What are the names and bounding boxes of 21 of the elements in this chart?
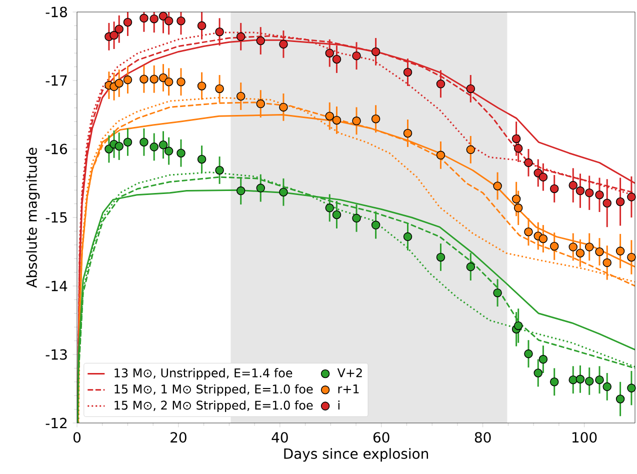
y-tick-label: -14 bbox=[46, 280, 68, 292]
x-tick-label: 100 bbox=[572, 432, 597, 443]
x-axis-title: Days since explosion bbox=[284, 448, 428, 462]
x-tick-label: 80 bbox=[474, 432, 491, 443]
y-axis-title: Absolute magnitude bbox=[26, 148, 40, 288]
x-tick-label: 40 bbox=[272, 432, 288, 443]
x-tick-label: 60 bbox=[373, 432, 390, 443]
y-tick-label: -17 bbox=[46, 75, 67, 86]
legend-label: 13 M⊙, Unstripped, E=1.4 foe bbox=[114, 368, 292, 380]
y-tick-label: -18 bbox=[46, 6, 67, 18]
y-tick-label: -16 bbox=[46, 144, 68, 154]
legend-label: V+2 bbox=[337, 368, 362, 378]
legend-label: 15 M⊙, 2 M⊙ Stripped, E=1.0 foe bbox=[114, 400, 313, 412]
legend-label: i bbox=[338, 400, 340, 410]
y-tick-label: -15 bbox=[46, 212, 67, 223]
y-tick-label: -13 bbox=[46, 349, 67, 360]
legend-label: r+1 bbox=[338, 384, 359, 394]
y-tick-label: -12 bbox=[46, 418, 67, 428]
x-tick-label: 0 bbox=[73, 432, 81, 443]
x-tick-label: 20 bbox=[170, 432, 186, 443]
legend-label: 15 M⊙, 1 M⊙ Stripped, E=1.0 foe bbox=[114, 384, 313, 396]
